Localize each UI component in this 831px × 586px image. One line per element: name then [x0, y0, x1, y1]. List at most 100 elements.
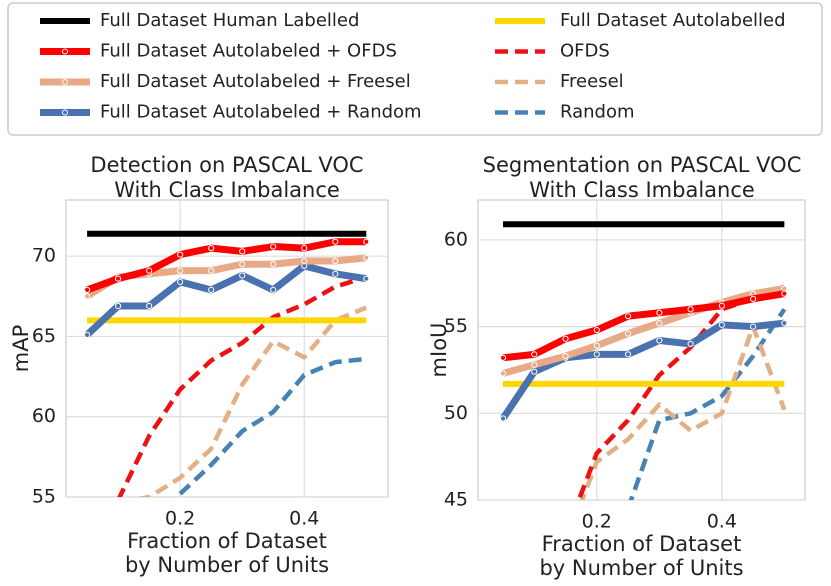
point-marker	[656, 309, 663, 316]
chart-title: Detection on PASCAL VOC	[90, 153, 363, 177]
y-tick-label: 70	[32, 245, 56, 267]
point-marker	[750, 295, 757, 302]
point-marker	[363, 238, 370, 245]
legend-label: Freesel	[560, 71, 624, 92]
point-marker	[270, 243, 277, 250]
point-marker	[656, 320, 663, 327]
y-tick-label: 60	[444, 228, 468, 250]
chart-title: With Class Imbalance	[529, 178, 755, 202]
legend-label: Full Dataset Human Labelled	[100, 10, 359, 31]
point-marker	[363, 275, 370, 282]
y-axis-label: mIoU	[427, 323, 451, 378]
point-marker	[239, 248, 246, 255]
point-marker	[83, 331, 91, 338]
point-marker	[624, 330, 632, 337]
point-marker	[593, 342, 600, 349]
series-line	[84, 262, 367, 338]
point-marker	[531, 361, 538, 368]
series-line	[502, 290, 785, 362]
point-marker	[781, 320, 788, 327]
y-tick-label: 55	[32, 486, 56, 508]
x-axis-label: Fraction of Dataset	[542, 532, 742, 556]
point-marker	[332, 238, 339, 245]
point-marker	[239, 261, 246, 268]
point-marker	[624, 313, 632, 320]
point-marker	[270, 261, 277, 268]
y-tick-label: 50	[444, 402, 468, 424]
point-marker	[177, 278, 184, 285]
y-tick-label: 65	[32, 325, 56, 347]
point-marker	[177, 267, 184, 274]
series-line	[178, 356, 367, 496]
point-marker	[593, 326, 600, 334]
chart-title: With Class Imbalance	[114, 178, 340, 202]
point-marker	[208, 286, 215, 294]
legend-marker	[62, 48, 68, 55]
point-marker	[83, 286, 91, 294]
x-tick-label: 0.2	[582, 511, 612, 533]
legend-label: OFDS	[560, 41, 610, 62]
point-marker	[115, 275, 122, 282]
point-marker	[687, 340, 694, 348]
series-line	[85, 238, 367, 294]
legend-box	[7, 2, 823, 136]
point-marker	[781, 285, 788, 292]
point-marker	[750, 323, 757, 330]
point-marker	[562, 352, 569, 360]
point-marker	[332, 270, 339, 277]
point-marker	[687, 306, 694, 313]
point-marker	[146, 302, 153, 310]
point-marker	[146, 267, 153, 274]
legend-marker	[62, 79, 68, 85]
legend-label: Full Dataset Autolabeled + Random	[100, 102, 422, 123]
point-marker	[301, 245, 308, 252]
point-marker	[531, 351, 538, 358]
y-tick-label: 45	[444, 489, 468, 511]
y-tick-label: 55	[444, 315, 468, 337]
point-marker	[177, 251, 184, 258]
point-marker	[115, 302, 122, 310]
point-marker	[531, 368, 538, 375]
point-marker	[270, 286, 277, 294]
point-marker	[656, 337, 663, 344]
point-marker	[83, 293, 91, 300]
y-axis-label: mAP	[9, 325, 33, 373]
series-line	[500, 319, 785, 421]
legend-label: Full Dataset Autolabelled	[560, 10, 786, 31]
point-marker	[208, 245, 215, 252]
x-axis-label: by Number of Units	[539, 556, 743, 580]
plot-lines	[83, 230, 370, 497]
point-marker	[301, 257, 308, 265]
chart-title: Segmentation on PASCAL VOC	[483, 153, 802, 177]
point-marker	[718, 321, 725, 328]
legend-marker	[62, 109, 68, 116]
series-line	[628, 307, 787, 500]
x-axis-label: Fraction of Dataset	[127, 529, 327, 553]
point-marker	[363, 254, 370, 261]
point-marker	[499, 354, 507, 361]
point-marker	[499, 370, 507, 377]
series-line	[502, 284, 785, 377]
legend-label: Full Dataset Autolabeled + Freesel	[100, 71, 411, 92]
point-marker	[562, 335, 569, 342]
y-tick-label: 60	[32, 405, 56, 427]
x-tick-label: 0.4	[707, 511, 737, 533]
point-marker	[718, 302, 725, 309]
legend-label: Full Dataset Autolabeled + OFDS	[100, 41, 397, 62]
series-line	[138, 305, 368, 497]
point-marker	[781, 290, 788, 297]
x-tick-label: 0.2	[165, 508, 195, 530]
plot-lines	[499, 221, 788, 500]
x-tick-label: 0.4	[289, 508, 319, 530]
series-line	[117, 274, 367, 497]
x-axis-label: by Number of Units	[125, 553, 329, 577]
legend-label: Random	[560, 102, 635, 123]
series-line	[579, 324, 787, 500]
point-marker	[593, 351, 600, 358]
point-marker	[624, 351, 632, 358]
point-marker	[332, 257, 339, 265]
point-marker	[239, 272, 246, 279]
point-marker	[208, 267, 215, 274]
point-marker	[499, 415, 507, 422]
